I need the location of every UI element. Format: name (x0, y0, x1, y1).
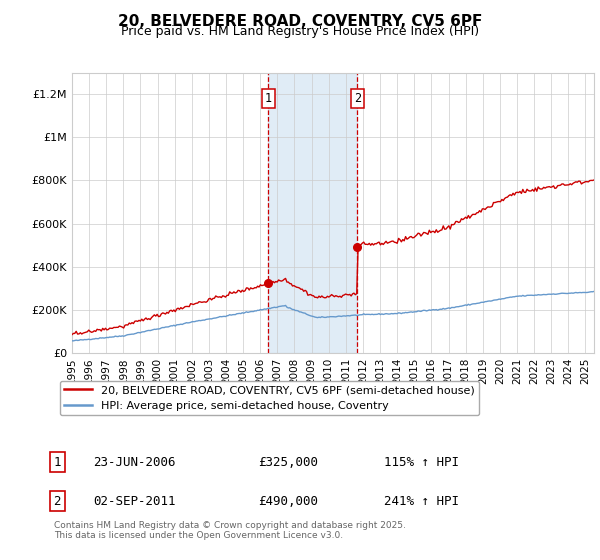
Bar (268, 73, 358, 353)
Text: 2: 2 (354, 92, 361, 105)
Text: £490,000: £490,000 (258, 494, 318, 508)
Text: 02-SEP-2011: 02-SEP-2011 (93, 494, 176, 508)
Text: 1: 1 (265, 92, 272, 105)
Text: Contains HM Land Registry data © Crown copyright and database right 2025.
This d: Contains HM Land Registry data © Crown c… (54, 521, 406, 540)
Text: 241% ↑ HPI: 241% ↑ HPI (384, 494, 459, 508)
Text: 2: 2 (53, 494, 61, 508)
Text: £325,000: £325,000 (258, 455, 318, 469)
Text: 23-JUN-2006: 23-JUN-2006 (93, 455, 176, 469)
Legend: 20, BELVEDERE ROAD, COVENTRY, CV5 6PF (semi-detached house), HPI: Average price,: 20, BELVEDERE ROAD, COVENTRY, CV5 6PF (s… (59, 381, 479, 415)
Text: 115% ↑ HPI: 115% ↑ HPI (384, 455, 459, 469)
Text: 20, BELVEDERE ROAD, COVENTRY, CV5 6PF: 20, BELVEDERE ROAD, COVENTRY, CV5 6PF (118, 14, 482, 29)
Text: Price paid vs. HM Land Registry's House Price Index (HPI): Price paid vs. HM Land Registry's House … (121, 25, 479, 38)
Text: 1: 1 (53, 455, 61, 469)
